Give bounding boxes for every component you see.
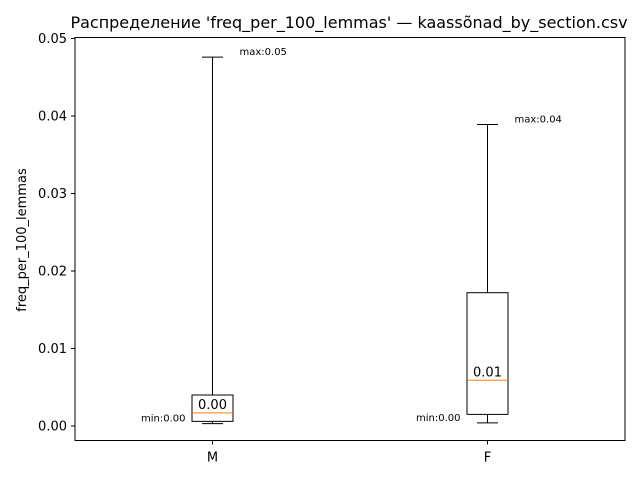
y-tick-label: 0.05	[38, 32, 67, 47]
iqr-box	[466, 292, 509, 415]
min-annotation: min:0.00	[141, 414, 186, 425]
box-M: 0.00 max:0.05 min:0.00	[141, 47, 287, 425]
y-axis-ticks: 0.00 0.01 0.02 0.03 0.04 0.05	[38, 32, 75, 435]
y-axis-label: freq_per_100_lemmas	[15, 168, 30, 312]
plot-frame	[74, 37, 626, 441]
box-series: 0.00 max:0.05 min:0.00 0.01 max:0.04 min:0.00	[141, 47, 562, 425]
y-tick-label: 0.04	[38, 110, 67, 125]
min-annotation: min:0.00	[416, 413, 461, 424]
max-annotation: max:0.04	[515, 115, 562, 126]
max-annotation: max:0.05	[240, 47, 287, 58]
box-F: 0.01 max:0.04 min:0.00	[416, 115, 562, 424]
x-tick-label: F	[484, 451, 491, 466]
median-label: 0.01	[473, 365, 502, 380]
median-label: 0.00	[198, 398, 227, 413]
iqr-box	[191, 394, 234, 422]
y-tick-label: 0.02	[38, 265, 67, 280]
y-tick-label: 0.01	[38, 342, 67, 357]
y-tick-label: 0.00	[38, 420, 67, 435]
x-tick-label: M	[207, 451, 218, 466]
chart-title: Распределение 'freq_per_100_lemmas' — ka…	[70, 13, 627, 33]
y-tick-label: 0.03	[38, 187, 67, 202]
